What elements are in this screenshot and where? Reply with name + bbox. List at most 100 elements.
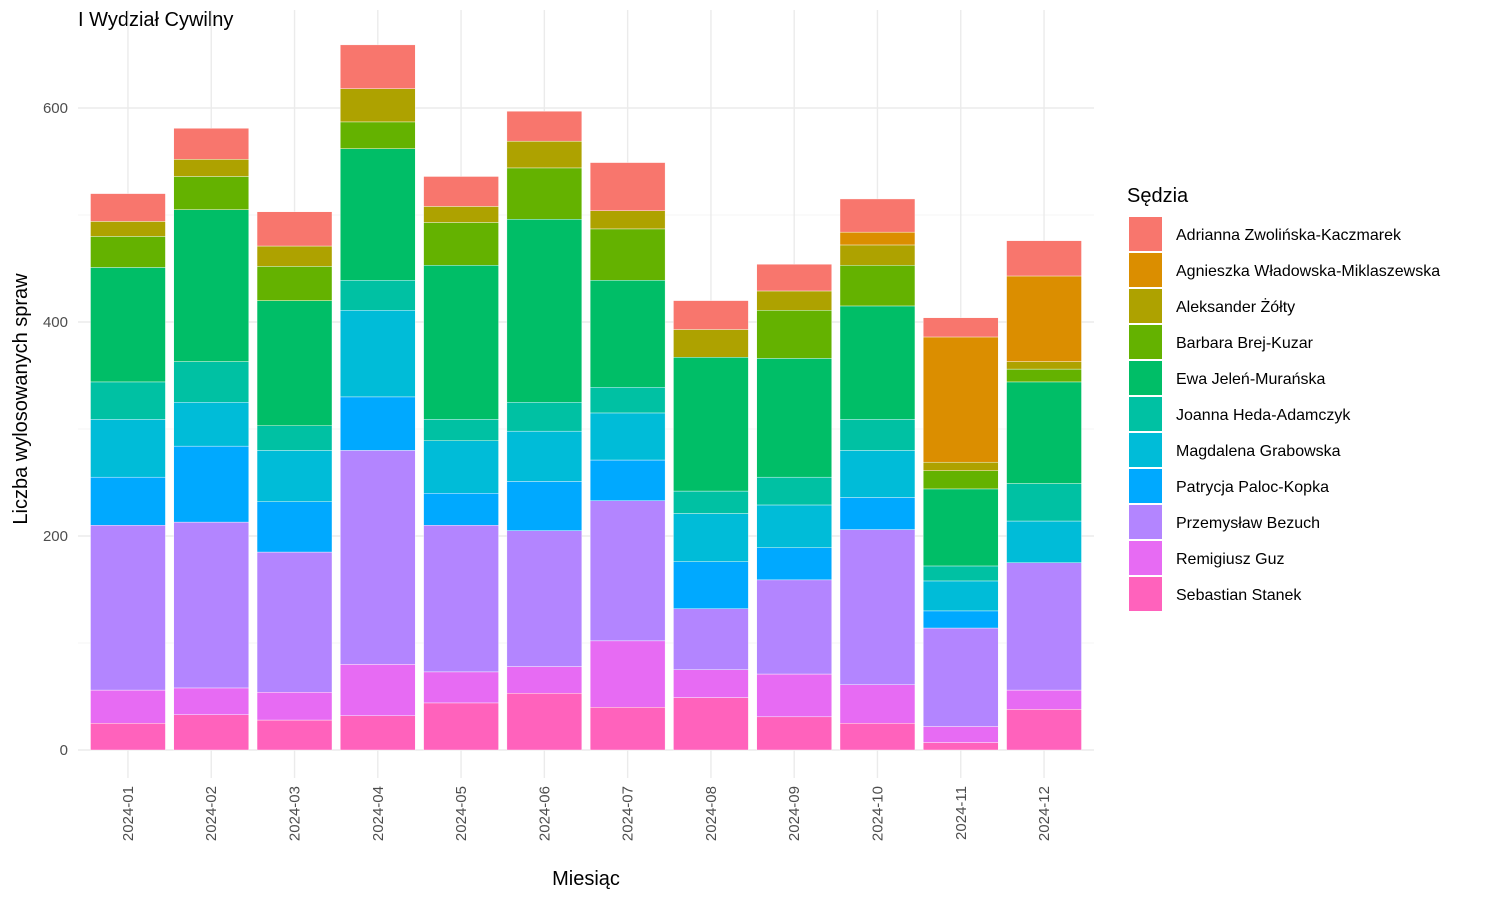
bar-segment <box>340 280 416 311</box>
bar-segment <box>423 702 499 751</box>
bar-segment <box>340 121 416 149</box>
legend-title: Sędzia <box>1127 185 1189 207</box>
bar-segment <box>923 610 999 629</box>
bar-segment <box>506 666 583 694</box>
bar-segment <box>1006 562 1082 691</box>
bar-segment <box>839 231 916 246</box>
x-tick-label: 2024-10 <box>869 786 886 841</box>
bar-segment <box>90 381 166 420</box>
bar-segment <box>923 317 999 338</box>
bar-segment <box>839 305 916 420</box>
bar-segment <box>340 148 416 281</box>
x-tick-label: 2024-11 <box>953 786 970 840</box>
bar-segment <box>423 419 499 441</box>
legend-items: Adrianna Zwolińska-Kaczmarek Agnieszka Wł… <box>1129 217 1440 611</box>
bar-segment <box>673 669 749 698</box>
bar-segment <box>256 501 333 553</box>
bar-segment <box>506 140 583 169</box>
bar-segment <box>589 459 666 501</box>
bar-segment <box>423 440 499 494</box>
legend-label: Adrianna Zwolińska-Kaczmarek <box>1176 227 1402 244</box>
y-axis: 0 200 400 600 <box>43 100 68 759</box>
legend-label: Sebastian Stanek <box>1176 587 1302 604</box>
bar-segment <box>340 396 416 451</box>
legend-label: Przemysław Bezuch <box>1176 515 1320 532</box>
legend-swatch <box>1129 577 1162 611</box>
bars <box>90 44 1082 751</box>
bar-segment <box>256 719 333 751</box>
bar-segment <box>1006 240 1082 277</box>
bar-segment <box>90 267 166 383</box>
bar-segment <box>423 176 499 207</box>
bar-segment <box>756 358 832 478</box>
bar-segment <box>756 290 832 311</box>
bar-segment <box>839 684 916 724</box>
bar-segment <box>1006 381 1082 484</box>
bar-segment <box>839 723 916 751</box>
bar-segment <box>923 580 999 612</box>
bar-segment <box>256 245 333 267</box>
bar-segment <box>90 236 166 268</box>
bar-segment <box>923 336 999 463</box>
bar-segment <box>173 714 249 751</box>
legend-swatch <box>1129 541 1162 575</box>
bar-segment <box>506 111 583 142</box>
legend-swatch <box>1129 217 1162 251</box>
legend-swatch <box>1129 325 1162 359</box>
bar-segment <box>506 167 583 220</box>
bar-segment <box>173 128 249 160</box>
bar-segment <box>340 715 416 751</box>
bar-segment <box>589 280 666 388</box>
x-tick-label: 2024-06 <box>536 786 553 841</box>
x-tick-label: 2024-02 <box>203 786 220 841</box>
bar-segment <box>756 579 832 675</box>
legend-swatch <box>1129 469 1162 503</box>
bar-segment <box>340 450 416 665</box>
x-axis-title: Miesiąc <box>552 868 620 890</box>
bar-segment <box>589 707 666 751</box>
bar-segment <box>1006 368 1082 383</box>
legend-swatch <box>1129 253 1162 287</box>
bar-segment <box>923 627 999 727</box>
bar-segment <box>839 529 916 685</box>
legend-label: Barbara Brej-Kuzar <box>1176 335 1314 352</box>
legend: Sędzia Adrianna Zwolińska-Kaczmarek Agnie… <box>1127 185 1440 611</box>
bar-segment <box>90 525 166 691</box>
bar-segment <box>506 402 583 432</box>
bar-segment <box>506 481 583 531</box>
legend-label: Joanna Heda-Adamczyk <box>1176 407 1351 424</box>
bar-segment <box>589 210 666 230</box>
bar-segment <box>1006 483 1082 522</box>
bar-segment <box>506 693 583 751</box>
y-tick-label: 200 <box>43 528 68 545</box>
bar-segment <box>423 265 499 420</box>
bar-segment <box>756 476 832 506</box>
legend-swatch <box>1129 289 1162 323</box>
bar-segment <box>923 742 999 751</box>
bar-segment <box>923 461 999 471</box>
legend-label: Patrycja Paloc-Kopka <box>1176 479 1329 496</box>
bar-segment <box>90 723 166 751</box>
bar-segment <box>173 402 249 447</box>
bar-segment <box>90 193 166 222</box>
legend-swatch <box>1129 433 1162 467</box>
bar-segment <box>673 513 749 562</box>
bar-segment <box>173 687 249 715</box>
bar-segment <box>1006 709 1082 751</box>
legend-label: Remigiusz Guz <box>1176 551 1284 568</box>
legend-swatch <box>1129 505 1162 539</box>
bar-segment <box>506 530 583 667</box>
bar-segment <box>423 222 499 266</box>
bar-segment <box>756 673 832 718</box>
bar-segment <box>256 692 333 721</box>
bar-segment <box>1006 520 1082 563</box>
bar-segment <box>839 497 916 530</box>
x-tick-label: 2024-08 <box>703 786 720 841</box>
bar-segment <box>340 664 416 716</box>
bar-segment <box>756 310 832 359</box>
chart-title: I Wydział Cywilny <box>78 9 233 31</box>
bar-segment <box>589 387 666 414</box>
bar-segment <box>173 521 249 689</box>
legend-swatch <box>1129 397 1162 431</box>
bar-segment <box>173 209 249 362</box>
